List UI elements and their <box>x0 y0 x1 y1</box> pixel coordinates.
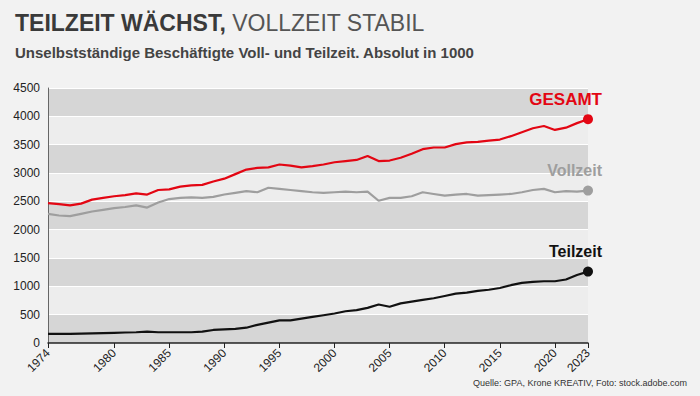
svg-text:500: 500 <box>20 308 40 322</box>
svg-text:GESAMT: GESAMT <box>529 90 602 109</box>
svg-text:2005: 2005 <box>366 346 395 375</box>
svg-text:1974: 1974 <box>24 346 53 375</box>
svg-text:0: 0 <box>33 336 40 350</box>
svg-text:2020: 2020 <box>531 346 560 375</box>
svg-text:TEILZEIT WÄCHST,: TEILZEIT WÄCHST, <box>15 10 226 36</box>
svg-text:3500: 3500 <box>13 138 40 152</box>
svg-text:3000: 3000 <box>13 166 40 180</box>
svg-text:1980: 1980 <box>90 346 119 375</box>
svg-text:2023: 2023 <box>564 346 593 375</box>
svg-text:2500: 2500 <box>13 194 40 208</box>
svg-text:4500: 4500 <box>13 81 40 95</box>
svg-text:2000: 2000 <box>13 223 40 237</box>
svg-text:2015: 2015 <box>476 346 505 375</box>
svg-text:1990: 1990 <box>201 346 230 375</box>
svg-text:Unselbstständige Beschäftigte: Unselbstständige Beschäftigte Voll- und … <box>15 44 474 61</box>
svg-text:1000: 1000 <box>13 279 40 293</box>
svg-text:1995: 1995 <box>256 346 285 375</box>
svg-text:4000: 4000 <box>13 109 40 123</box>
svg-text:VOLLZEIT STABIL: VOLLZEIT STABIL <box>226 10 425 36</box>
svg-text:Teilzeit: Teilzeit <box>549 243 603 260</box>
svg-text:1500: 1500 <box>13 251 40 265</box>
svg-text:2010: 2010 <box>421 346 450 375</box>
svg-text:2000: 2000 <box>311 346 340 375</box>
svg-text:Vollzeit: Vollzeit <box>547 162 602 179</box>
svg-text:Quelle: GPA, Krone KREATIV, Fo: Quelle: GPA, Krone KREATIV, Foto: stock.… <box>473 378 687 388</box>
svg-text:1985: 1985 <box>145 346 174 375</box>
